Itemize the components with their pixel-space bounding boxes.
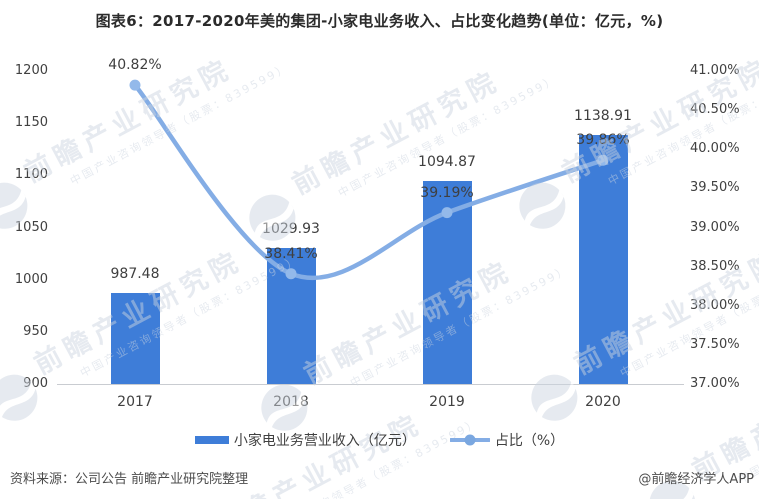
- right-axis-tick-38.50%: 38.50%: [690, 258, 740, 274]
- right-axis-tick-37.50%: 37.50%: [690, 336, 740, 352]
- x-axis-label-2019: 2019: [429, 394, 465, 410]
- right-axis-tick-39.50%: 39.50%: [690, 180, 740, 196]
- bar-value-label-2020: 1138.91: [574, 107, 632, 124]
- revenue-bar-2018: [266, 248, 316, 384]
- bar-value-label-2018: 1029.93: [262, 221, 320, 238]
- right-axis-tick-39.00%: 39.00%: [690, 219, 740, 235]
- trend-marker-2017: [129, 79, 141, 91]
- x-axis-label-2017: 2017: [117, 394, 153, 410]
- brand-credit: @前瞻经济学人APP: [638, 472, 754, 487]
- legend-item-revenue: 小家电业务营业收入（亿元）: [194, 430, 416, 450]
- legend-line-swatch: [449, 434, 490, 446]
- revenue-bar-2017: [110, 292, 160, 384]
- chart-legend: 小家电业务营业收入（亿元） 占比（%）: [0, 430, 759, 450]
- x-axis-label-2018: 2018: [273, 394, 309, 410]
- right-axis-tick-40.50%: 40.50%: [690, 102, 740, 118]
- ratio-value-label-2018: 38.41%: [264, 245, 318, 262]
- bar-value-label-2019: 1094.87: [418, 153, 476, 170]
- right-axis-tick-40.00%: 40.00%: [690, 141, 740, 157]
- left-axis-tick-950: 950: [23, 323, 48, 339]
- left-axis-tick-1050: 1050: [14, 219, 48, 235]
- bar-value-label-2017: 987.48: [110, 265, 160, 282]
- chart-title: 图表6：2017-2020年美的集团-小家电业务收入、占比变化趋势(单位：亿元，…: [95, 12, 664, 30]
- ratio-value-label-2017: 40.82%: [108, 57, 162, 74]
- right-axis-tick-41.00%: 41.00%: [690, 63, 740, 78]
- right-axis-tick-38.00%: 38.00%: [690, 297, 740, 313]
- ratio-value-label-2019: 39.19%: [420, 184, 474, 201]
- x-axis-line: [57, 384, 684, 385]
- legend-label-revenue: 小家电业务营业收入（亿元）: [233, 433, 416, 449]
- revenue-bar-2020: [578, 134, 628, 384]
- legend-bar-swatch: [194, 436, 229, 444]
- ratio-value-label-2020: 39.86%: [576, 132, 630, 149]
- left-axis-tick-1100: 1100: [14, 167, 48, 183]
- ratio-trend-line: [132, 82, 606, 281]
- left-axis-tick-1200: 1200: [14, 63, 48, 78]
- left-axis-tick-1000: 1000: [14, 271, 48, 287]
- legend-item-ratio: 占比（%）: [449, 430, 565, 450]
- x-axis-label-2020: 2020: [585, 394, 621, 410]
- revenue-bar-2019: [422, 180, 472, 384]
- left-axis-tick-900: 900: [23, 376, 48, 391]
- source-note: 资料来源：公司公告 前瞻产业研究院整理: [10, 472, 249, 487]
- legend-label-ratio: 占比（%）: [494, 433, 565, 449]
- left-axis-tick-1150: 1150: [14, 115, 48, 131]
- right-axis-tick-37.00%: 37.00%: [690, 376, 740, 391]
